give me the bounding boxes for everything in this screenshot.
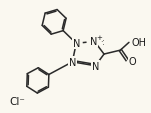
Text: +: + (96, 35, 102, 41)
Text: O: O (129, 56, 137, 66)
Text: Cl⁻: Cl⁻ (9, 96, 25, 106)
Text: ·:: ·: (100, 38, 105, 47)
Text: OH: OH (132, 38, 147, 48)
Text: N: N (72, 39, 80, 49)
Text: N: N (90, 37, 97, 47)
Text: N: N (69, 57, 76, 67)
Text: N: N (92, 61, 99, 71)
